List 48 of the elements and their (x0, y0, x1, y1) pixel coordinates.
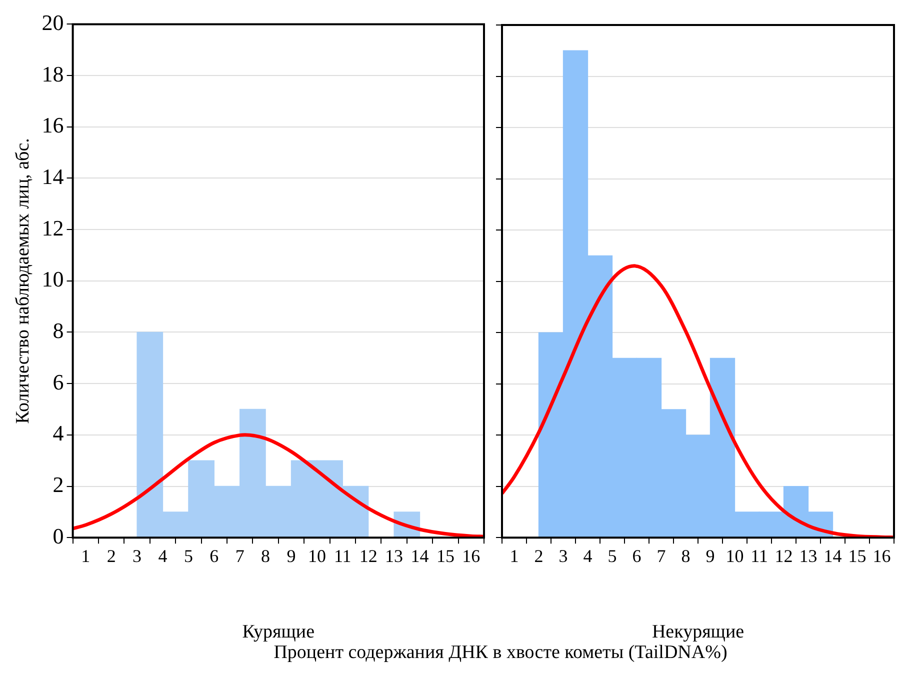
x-tick-label: 4 (158, 546, 168, 566)
x-tick-label: 1 (81, 546, 90, 566)
x-axis-title: Некурящие (652, 622, 744, 643)
y-tick-label: 16 (42, 112, 64, 138)
x-tick-label: 15 (848, 546, 866, 566)
x-tick-label: 9 (286, 546, 296, 566)
x-tick-label: 14 (824, 546, 842, 566)
x-tick-label: 13 (799, 546, 818, 566)
y-tick-label: 10 (42, 266, 64, 292)
x-tick-label: 10 (308, 546, 326, 566)
x-tick-label: 14 (410, 546, 429, 566)
y-tick-label: 4 (52, 420, 64, 446)
x-tick-label: 9 (706, 546, 715, 566)
line-series (72, 433, 484, 538)
y-tick-label: 2 (52, 472, 64, 498)
y-tick-label: 6 (52, 369, 64, 394)
x-tick-label: 3 (132, 546, 142, 566)
x-tick-label: 16 (872, 546, 891, 566)
x-tick-label: 3 (558, 546, 568, 566)
x-tick-label: 4 (583, 546, 592, 566)
y-axis-title: Количество наблюдаемых лиц, абс. (12, 138, 34, 424)
y-tick-label: 20 (42, 10, 64, 35)
x-tick-label: 12 (774, 546, 793, 566)
y-tick-label: 0 (52, 523, 64, 548)
x-tick-label: 5 (608, 546, 617, 566)
y-tick-label: 8 (52, 318, 64, 344)
x-tick-label: 15 (436, 546, 454, 566)
x-axis-title: Курящие (242, 622, 315, 643)
x-tick-label: 11 (750, 546, 768, 566)
x-tick-label: 2 (106, 546, 116, 566)
x-tick-label: 13 (385, 546, 404, 566)
x-tick-label: 5 (184, 546, 193, 566)
x-tick-label: 6 (632, 546, 642, 566)
y-tick-label: 18 (42, 61, 64, 86)
x-tick-label: 6 (210, 546, 219, 566)
x-tick-label: 8 (261, 546, 270, 566)
text: Процент содержания ДНК в хвосте кометы (TailDNA%) (272, 642, 728, 664)
x-tick-label: 2 (534, 546, 544, 566)
y-tick-label: 14 (42, 164, 64, 189)
y-tick-label: 12 (42, 215, 64, 240)
x-tick-label: 10 (726, 546, 744, 566)
x-tick-label: 16 (462, 546, 480, 566)
x-tick-label: 7 (656, 546, 666, 566)
x-tick-label: 7 (235, 546, 244, 566)
x-tick-label: 8 (681, 546, 690, 566)
x-tick-label: 12 (359, 546, 378, 566)
x-tick-label: 1 (510, 546, 519, 566)
x-tick-label: 11 (334, 546, 352, 566)
